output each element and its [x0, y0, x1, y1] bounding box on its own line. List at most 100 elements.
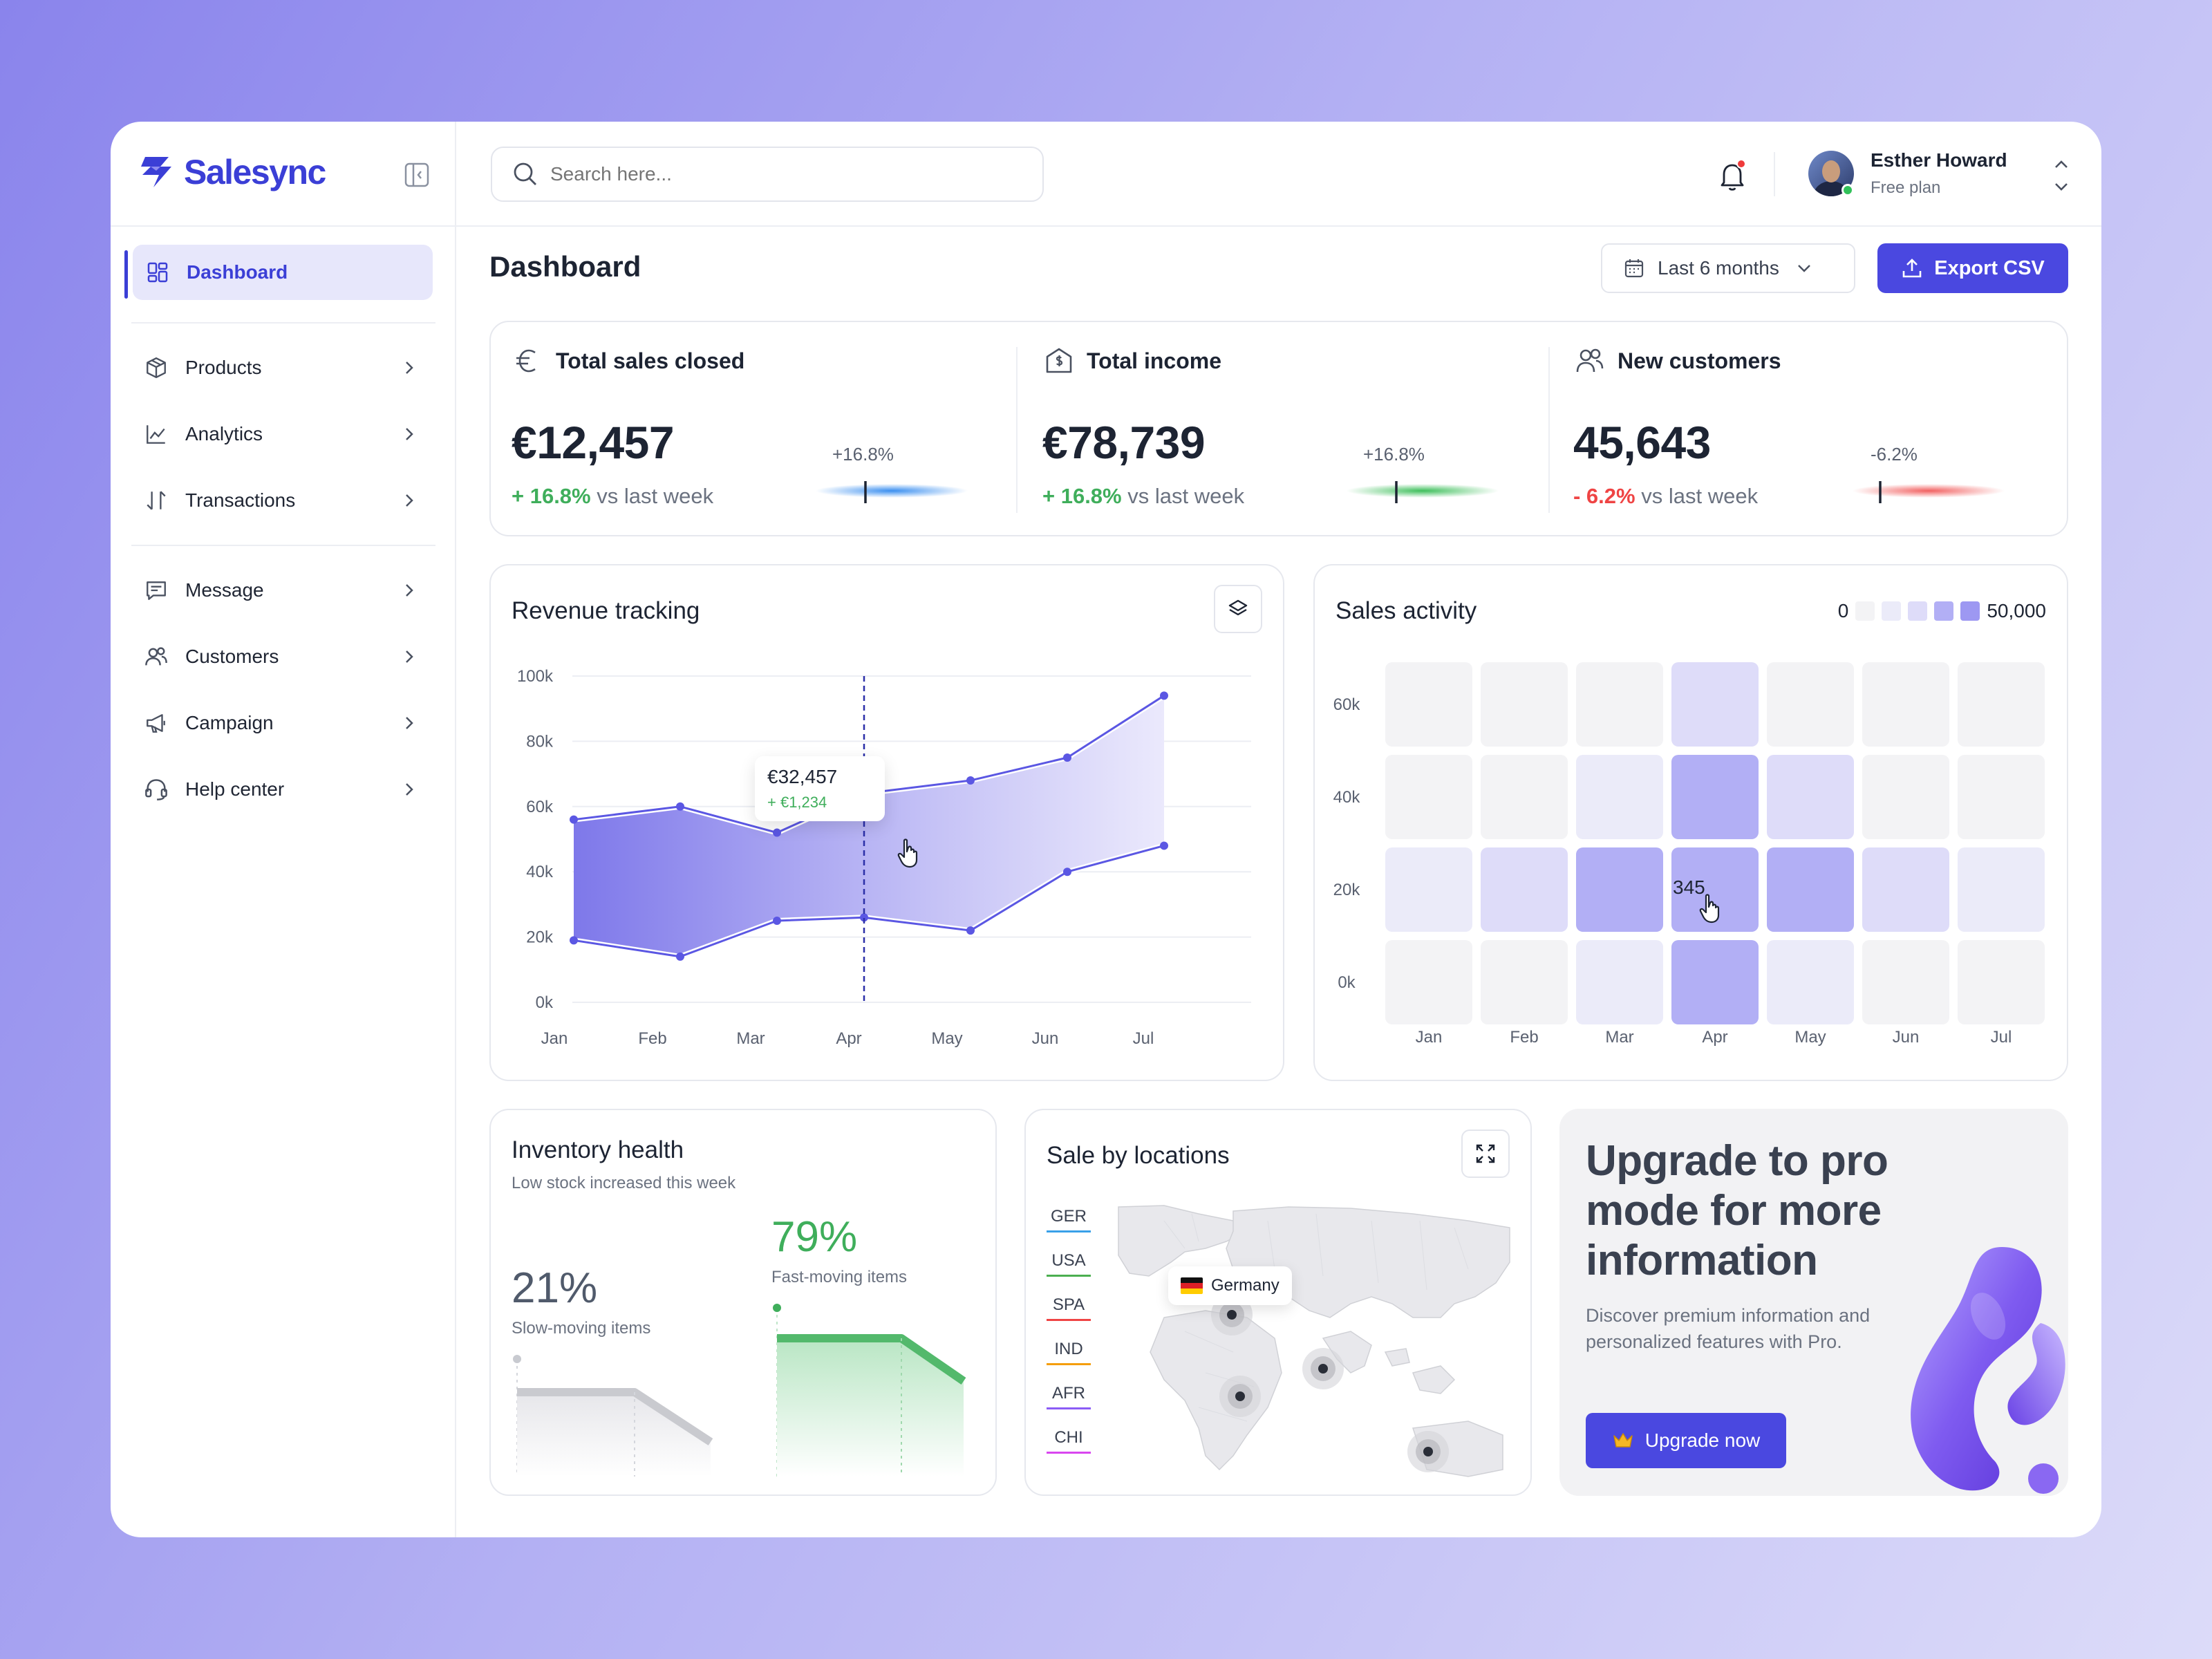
x-tick-label: Apr — [1702, 1028, 1727, 1047]
logo[interactable]: Salesync — [135, 152, 326, 192]
chevron-right-icon — [406, 428, 413, 440]
x-tick-label: Feb — [1510, 1028, 1538, 1047]
heatmap-cell — [1385, 662, 1472, 747]
heatmap-cell — [1385, 755, 1472, 839]
sort-arrows-icon — [142, 487, 170, 514]
revenue-point — [1160, 841, 1168, 850]
kpi-trend-pill: +16.8% — [816, 444, 968, 506]
slow-moving-label: Slow-moving items — [512, 1319, 651, 1338]
location-ind[interactable]: IND — [1047, 1340, 1091, 1365]
message-icon — [142, 577, 170, 604]
sidebar-item-message[interactable]: Message — [131, 563, 435, 618]
heatmap-cell-value: 345 — [1673, 877, 1705, 898]
bell-icon[interactable] — [1714, 158, 1750, 194]
revenue-point — [570, 936, 578, 945]
search-box[interactable] — [491, 147, 1044, 202]
location-usa[interactable]: USA — [1047, 1251, 1091, 1277]
user-plan: Free plan — [1871, 178, 1941, 197]
card-subtitle: Low stock increased this week — [512, 1174, 736, 1192]
export-csv-button[interactable]: Export CSV — [1877, 243, 2068, 293]
card-title: Inventory health — [512, 1136, 684, 1163]
page-title: Dashboard — [489, 250, 641, 283]
x-tick-label: Jan — [541, 1029, 568, 1048]
upgrade-now-button[interactable]: Upgrade now — [1586, 1413, 1786, 1468]
location-spa[interactable]: SPA — [1047, 1295, 1091, 1321]
revenue-point — [966, 776, 975, 785]
legend-max: 50,000 — [1987, 600, 2046, 621]
app-window: Salesync Dashboard Products Analytics — [111, 122, 2101, 1537]
kpi-pill-label: +16.8% — [1363, 444, 1425, 465]
user-divider — [1774, 152, 1775, 196]
line-chart-icon — [142, 420, 170, 448]
sidebar-item-dashboard[interactable]: Dashboard — [133, 245, 433, 300]
slow-start-point — [513, 1355, 521, 1363]
location-afr[interactable]: AFR — [1047, 1384, 1091, 1409]
sidebar-item-products[interactable]: Products — [131, 340, 435, 395]
revenue-point — [773, 917, 781, 925]
collapse-sidebar-icon[interactable] — [404, 162, 430, 188]
heatmap-cell — [1958, 940, 2045, 1024]
sidebar-item-transactions[interactable]: Transactions — [131, 473, 435, 528]
sidebar-item-label: Customers — [185, 646, 279, 667]
location-marker-africa[interactable] — [1219, 1376, 1261, 1417]
tooltip-delta: + €1,234 — [767, 794, 827, 811]
x-tick-label: Mar — [1605, 1028, 1633, 1047]
chevron-right-icon — [406, 584, 413, 597]
chevron-up-down-icon[interactable] — [2049, 155, 2074, 196]
calendar-icon — [1624, 259, 1644, 278]
heatmap-cell — [1385, 940, 1472, 1024]
sidebar-item-customers[interactable]: Customers — [131, 629, 435, 684]
heatmap-cell — [1671, 940, 1759, 1024]
world-map[interactable] — [1026, 1110, 1533, 1497]
heatmap-cell — [1671, 847, 1759, 932]
box-icon — [142, 354, 170, 382]
x-tick-label: May — [931, 1029, 962, 1048]
euro-icon — [516, 349, 536, 373]
upload-icon — [1902, 259, 1922, 278]
heatmap-cell — [1958, 662, 2045, 747]
export-csv-label: Export CSV — [1934, 256, 2045, 279]
revenue-tooltip: €32,457 + €1,234 — [755, 756, 885, 821]
layers-button[interactable] — [1214, 585, 1262, 633]
heatmap-cell — [1862, 940, 1949, 1024]
heatmap-cell — [1767, 662, 1854, 747]
chevron-down-icon — [1797, 265, 1810, 272]
x-tick-label: Jul — [1991, 1028, 2012, 1047]
expand-button[interactable] — [1461, 1130, 1510, 1178]
sidebar-item-analytics[interactable]: Analytics — [131, 406, 435, 462]
location-ger[interactable]: GER — [1047, 1207, 1091, 1232]
tooltip-value: €32,457 — [767, 766, 838, 787]
sales-activity-card: Sales activity 0 50,000 60k 40k 20k 0k Jan Fe… — [1313, 564, 2068, 1081]
sidebar-item-help-center[interactable]: Help center — [131, 762, 435, 817]
heatmap-cell — [1862, 662, 1949, 747]
fast-start-point — [773, 1304, 781, 1312]
heatmap-cell — [1481, 940, 1568, 1024]
date-range-select[interactable]: Last 6 months — [1601, 243, 1855, 293]
revenue-point — [860, 913, 868, 922]
kpi-delta-suffix: vs last week — [597, 484, 714, 508]
kpi-pill-label: -6.2% — [1871, 444, 1918, 465]
location-marker-india[interactable] — [1302, 1348, 1344, 1389]
x-tick-label: Jul — [1133, 1029, 1154, 1048]
sidebar-item-campaign[interactable]: Campaign — [131, 695, 435, 751]
users-icon — [1576, 348, 1604, 373]
chevron-right-icon — [406, 650, 413, 663]
users-icon — [142, 643, 170, 671]
kpi-divider — [1016, 347, 1018, 513]
location-chi[interactable]: CHI — [1047, 1428, 1091, 1454]
kpi-delta-value: + 16.8% — [512, 484, 591, 508]
search-input[interactable] — [550, 163, 1020, 185]
location-marker-australia[interactable] — [1407, 1431, 1449, 1472]
sidebar-item-label: Transactions — [185, 489, 296, 511]
kpi-pill-label: +16.8% — [832, 444, 894, 465]
heatmap-cell — [1862, 755, 1949, 839]
heatmap-cell — [1576, 847, 1663, 932]
heatmap-cell — [1481, 662, 1568, 747]
revenue-point — [1063, 868, 1071, 877]
revenue-point — [676, 802, 684, 811]
kpi-delta-suffix: vs last week — [1641, 484, 1759, 508]
nav-divider — [131, 545, 435, 546]
revenue-chart[interactable]: 0k 20k 40k 60k 80k 100k Jan Feb Mar Apr May Jun Jul — [491, 565, 1286, 1082]
sales-heatmap[interactable]: 60k 40k 20k 0k Jan Feb Mar Apr May Jun Jul — [1315, 565, 2070, 1082]
kpi-label: Total sales closed — [556, 348, 745, 373]
